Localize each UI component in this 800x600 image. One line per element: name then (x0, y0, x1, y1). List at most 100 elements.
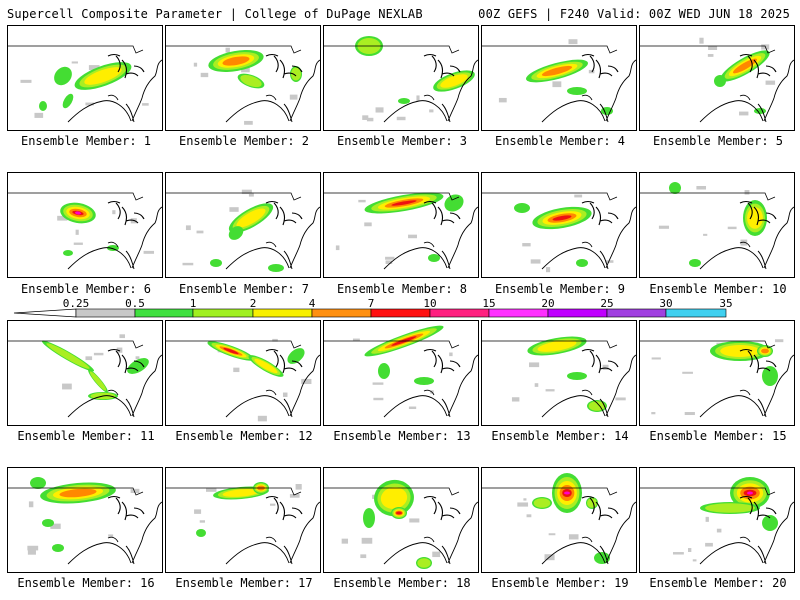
trace-speckle (739, 111, 749, 116)
field-blob (594, 552, 610, 564)
trace-speckle (696, 185, 707, 190)
map-outline (166, 45, 302, 54)
trace-speckle (34, 112, 44, 118)
ensemble-member-label: Ensemble Member: 1 (20, 134, 152, 148)
trace-speckle (199, 520, 205, 523)
map-outline (423, 200, 461, 226)
map-canvas (482, 336, 636, 418)
field-blob (268, 264, 284, 272)
trace-speckle (651, 412, 656, 415)
map-outline (441, 545, 451, 565)
ensemble-member-map (481, 172, 637, 278)
field-blob (444, 194, 464, 212)
map-outline (125, 103, 135, 123)
map-outline (8, 487, 144, 496)
ensemble-member-map (639, 320, 795, 426)
field-blob (398, 98, 410, 104)
ensemble-member-map (7, 25, 163, 131)
scale-segment (547, 308, 608, 318)
trace-speckle (708, 45, 718, 51)
ensemble-member-label: Ensemble Member: 7 (178, 282, 310, 296)
ensemble-member-label: Ensemble Member: 18 (333, 576, 471, 590)
trace-speckle (364, 222, 372, 227)
trace-speckle (672, 552, 684, 555)
ensemble-member-map (639, 467, 795, 573)
trace-speckle (225, 47, 230, 53)
ensemble-member-label: Ensemble Member: 5 (652, 134, 784, 148)
map-canvas (166, 45, 320, 125)
map-outline (324, 192, 460, 201)
scale-segment (429, 308, 490, 318)
scale-tick-label: 7 (367, 297, 375, 310)
trace-speckle (605, 260, 614, 263)
map-outline (67, 501, 162, 565)
trace-speckle (289, 94, 298, 100)
scale-tick-label: 35 (719, 297, 733, 310)
trace-speckle (568, 534, 579, 540)
trace-speckle (93, 352, 104, 356)
scale-left-arrow (13, 308, 77, 318)
field-blob (228, 226, 244, 240)
map-outline (699, 59, 794, 123)
trace-speckle (182, 262, 194, 266)
map-outline (107, 495, 145, 521)
field-blob (30, 477, 46, 489)
map-outline (581, 53, 619, 79)
trace-speckle (194, 509, 202, 514)
map-outline (757, 545, 767, 565)
trace-speckle (360, 554, 367, 559)
field-blob (254, 358, 278, 374)
trace-speckle (196, 230, 204, 234)
field-blob (89, 371, 107, 391)
map-outline (225, 206, 320, 270)
field-blob (541, 65, 573, 77)
trace-speckle (552, 81, 562, 88)
field-blob (714, 75, 726, 87)
field-blob (287, 348, 305, 364)
map-canvas (640, 37, 794, 123)
map-outline (757, 398, 767, 418)
map-outline (599, 103, 609, 123)
map-outline (423, 53, 461, 79)
map-outline (265, 348, 303, 374)
field-blob (576, 259, 588, 267)
field-blob (414, 377, 434, 385)
field-blob (240, 74, 262, 88)
field-blob (210, 259, 222, 267)
map-outline (107, 200, 145, 226)
map-canvas (640, 477, 794, 565)
map-outline (125, 250, 135, 270)
scale-segment (606, 308, 667, 318)
map-outline (757, 250, 767, 270)
trace-speckle (568, 39, 578, 45)
trace-speckle (50, 523, 61, 529)
scale-segment (370, 308, 431, 318)
trace-speckle (692, 559, 697, 562)
trace-speckle (71, 61, 78, 64)
trace-speckle (545, 267, 551, 273)
scale-tick-label: 0.5 (125, 297, 145, 310)
trace-speckle (658, 225, 670, 229)
trace-speckle (233, 367, 240, 373)
trace-speckle (523, 498, 527, 501)
trace-speckle (269, 503, 276, 506)
ensemble-member-label: Ensemble Member: 3 (336, 134, 468, 148)
trace-speckle (727, 226, 737, 230)
map-canvas (482, 39, 636, 123)
field-blob (762, 366, 778, 386)
ensemble-member-label: Ensemble Member: 8 (336, 282, 468, 296)
map-outline (67, 354, 162, 418)
map-outline (265, 53, 303, 79)
map-outline (383, 354, 478, 418)
trace-speckle (75, 229, 79, 235)
trace-speckle (498, 97, 507, 103)
map-outline (541, 501, 636, 565)
trace-speckle (385, 260, 393, 264)
map-canvas (640, 182, 794, 270)
field-blob (564, 491, 570, 495)
trace-speckle (574, 194, 583, 198)
map-outline (482, 340, 618, 349)
map-outline (739, 200, 777, 226)
scale-tick-label: 20 (541, 297, 555, 310)
field-blob (747, 491, 753, 495)
